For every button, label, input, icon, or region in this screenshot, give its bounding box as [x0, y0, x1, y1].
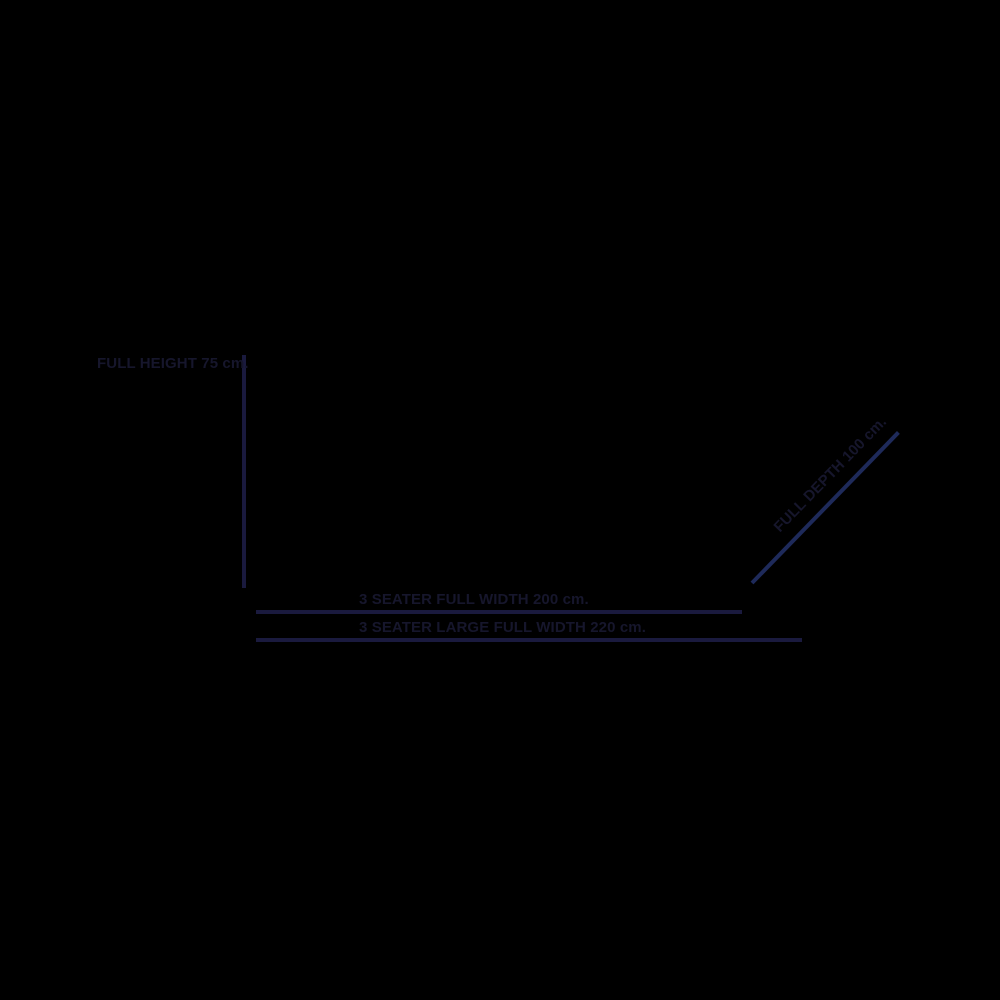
- height-dimension-label: FULL HEIGHT 75 cm.: [97, 356, 249, 371]
- large-width-dimension-label: 3 SEATER LARGE FULL WIDTH 220 cm.: [359, 620, 646, 635]
- height-dimension-line: [242, 355, 246, 588]
- height-label-main: FULL HEIGHT 75: [97, 355, 219, 372]
- depth-dimension-line: [750, 431, 900, 585]
- large-width-dimension-line: [256, 638, 802, 642]
- standard-width-dimension-label: 3 SEATER FULL WIDTH 200 cm.: [359, 592, 589, 607]
- depth-label-main: FULL DEPTH 100: [770, 435, 869, 536]
- depth-label-unit: cm.: [859, 413, 891, 444]
- large-width-label-main: 3 SEATER LARGE FULL WIDTH 220: [359, 619, 616, 636]
- depth-dimension-label: FULL DEPTH 100 cm.: [770, 413, 891, 536]
- height-label-unit: cm.: [222, 355, 249, 372]
- large-width-label-unit: cm.: [619, 619, 646, 636]
- standard-width-label-main: 3 SEATER FULL WIDTH 200: [359, 591, 559, 608]
- standard-width-label-unit: cm.: [562, 591, 589, 608]
- standard-width-dimension-line: [256, 610, 742, 614]
